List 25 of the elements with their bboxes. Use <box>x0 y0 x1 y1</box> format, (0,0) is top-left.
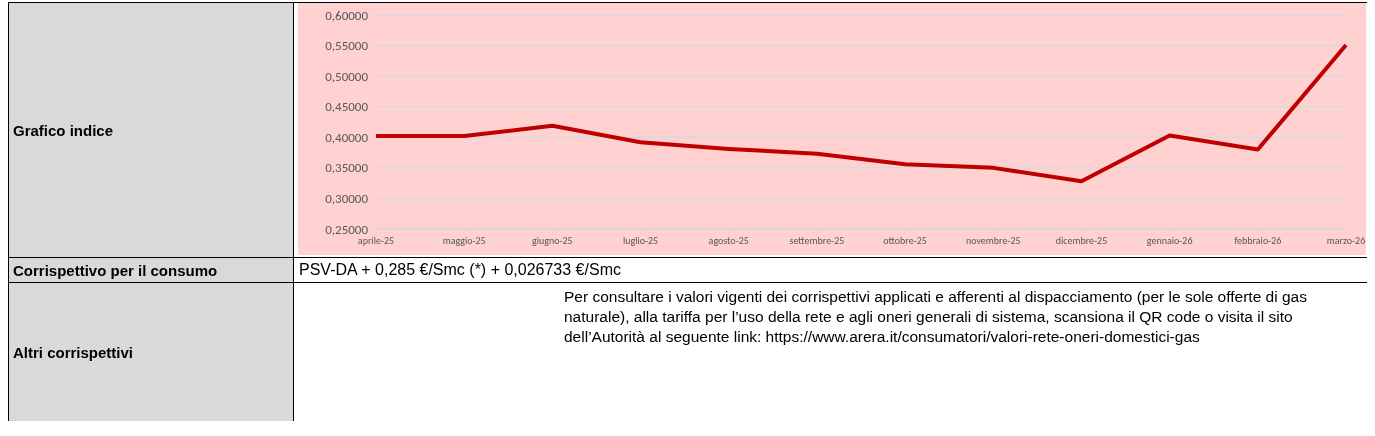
x-tick-label: luglio-25 <box>622 234 659 248</box>
y-tick-label: 0,25000 <box>325 221 369 237</box>
text: Per consultare i valori vigenti dei corrispettivi applicati e afferenti al dispacciamento (per le sole offerte di gas naturale), alla tariffa per l’uso della rete e agli oneri generali di sistema, scansiona il QR code o visita il sito dell’Autorità al seguente link: https://www.arera.it/consumatori/valori-rete-oneri-domestici-gas <box>564 287 1308 347</box>
text: PSV-DA + 0,285 €/Smc (*) + 0,026733 €/Smc <box>298 260 621 280</box>
x-tick-label: ottobre-25 <box>883 234 927 248</box>
x-tick-label: giugno-25 <box>532 234 573 248</box>
y-tick-label: 0,60000 <box>325 7 369 23</box>
x-tick-label: febbraio-26 <box>1234 234 1282 248</box>
y-tick-label: 0,50000 <box>325 68 369 84</box>
y-tick-label: 0,30000 <box>325 191 369 207</box>
text: Altri corrispettivi <box>9 283 294 421</box>
x-tick-label: maggio-25 <box>442 234 486 248</box>
x-tick-label: marzo-26 <box>1326 234 1366 248</box>
text: Grafico indice <box>9 3 294 257</box>
x-tick-label: novembre-25 <box>965 234 1021 248</box>
text: Corrispettivo per il consumo <box>9 258 294 282</box>
x-tick-label: dicembre-25 <box>1055 234 1108 248</box>
y-tick-label: 0,55000 <box>325 38 369 54</box>
y-tick-label: 0,35000 <box>325 160 369 176</box>
x-tick-label: aprile-25 <box>357 234 395 248</box>
y-tick-label: 0,40000 <box>325 129 369 145</box>
x-tick-label: agosto-25 <box>708 234 749 248</box>
x-tick-label: gennaio-26 <box>1146 234 1193 248</box>
x-tick-label: settembre-25 <box>789 234 845 248</box>
y-tick-label: 0,45000 <box>325 99 369 115</box>
